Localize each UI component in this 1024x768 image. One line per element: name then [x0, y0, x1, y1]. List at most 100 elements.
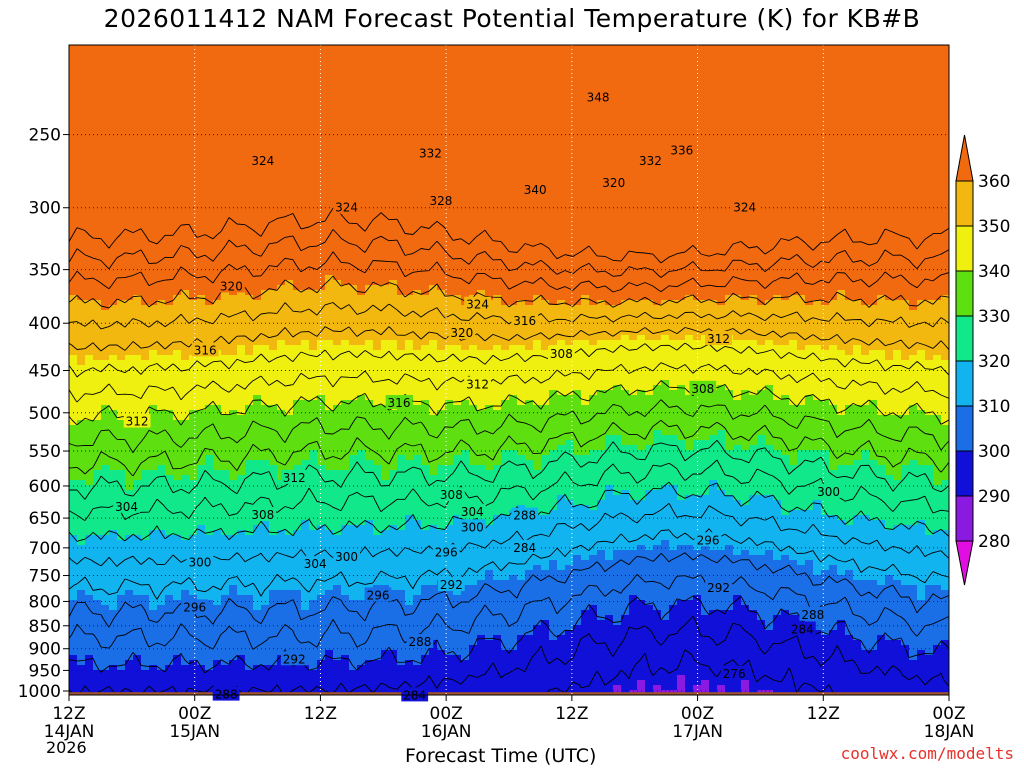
field-cell [101, 160, 110, 166]
field-cell [933, 50, 942, 56]
field-cell [213, 185, 222, 191]
field-cell [901, 120, 910, 126]
field-cell [445, 210, 454, 216]
field-cell [317, 150, 326, 156]
field-cell [445, 65, 454, 71]
field-cell [325, 195, 334, 201]
field-cell [773, 65, 782, 71]
field-cell [805, 235, 814, 241]
field-cell [133, 260, 142, 266]
field-cell [885, 50, 894, 56]
field-cell [629, 235, 638, 241]
field-cell [125, 85, 134, 91]
field-cell [581, 120, 590, 126]
field-cell [509, 165, 518, 171]
field-cell [173, 105, 182, 111]
field-cell [733, 55, 742, 61]
field-cell [253, 270, 262, 276]
field-cell [109, 45, 118, 51]
field-cell [789, 135, 798, 141]
field-cell [157, 175, 166, 181]
field-cell [141, 130, 150, 136]
field-cell [645, 210, 654, 216]
field-cell [565, 140, 574, 146]
field-cell [341, 170, 350, 176]
field-cell [933, 165, 942, 171]
field-cell [397, 120, 406, 126]
field-cell [133, 215, 142, 221]
field-cell [293, 250, 302, 256]
field-cell [285, 100, 294, 106]
field-cell [405, 210, 414, 216]
field-cell [901, 180, 910, 186]
field-cell [509, 220, 518, 226]
field-cell [405, 190, 414, 196]
field-cell [269, 235, 278, 241]
field-cell [221, 250, 230, 256]
field-cell [141, 55, 150, 61]
field-cell [325, 250, 334, 256]
field-cell [725, 180, 734, 186]
field-cell [741, 60, 750, 66]
field-cell [845, 65, 854, 71]
field-cell [437, 170, 446, 176]
field-cell [861, 180, 870, 186]
field-cell [861, 265, 870, 271]
field-cell [909, 85, 918, 91]
field-cell [133, 80, 142, 86]
field-cell [533, 200, 542, 206]
field-cell [349, 185, 358, 191]
field-cell [413, 165, 422, 171]
field-cell [405, 120, 414, 126]
field-cell [941, 170, 949, 176]
field-cell [653, 70, 662, 76]
field-cell [733, 265, 742, 271]
field-cell [197, 55, 206, 61]
field-cell [301, 80, 310, 86]
field-cell [333, 170, 342, 176]
field-cell [725, 235, 734, 241]
field-cell [309, 210, 318, 216]
field-cell [269, 150, 278, 156]
field-cell [573, 80, 582, 86]
field-cell [117, 215, 126, 221]
field-cell [549, 245, 558, 251]
field-cell [229, 145, 238, 151]
field-cell [781, 190, 790, 196]
field-cell [829, 160, 838, 166]
field-cell [469, 190, 478, 196]
field-cell [157, 180, 166, 186]
field-cell [701, 80, 710, 86]
field-cell [709, 260, 718, 266]
field-cell [141, 220, 150, 226]
field-cell [157, 125, 166, 131]
field-cell [93, 200, 102, 206]
field-cell [397, 200, 406, 206]
field-cell [365, 270, 374, 276]
field-cell [509, 210, 518, 216]
field-cell [821, 110, 830, 116]
field-cell [349, 220, 358, 226]
field-cell [229, 100, 238, 106]
field-cell [909, 165, 918, 171]
field-cell [117, 250, 126, 256]
field-cell [845, 150, 854, 156]
field-cell [557, 80, 566, 86]
field-cell [541, 175, 550, 181]
field-cell [157, 225, 166, 231]
field-cell [101, 85, 110, 91]
field-cell [517, 85, 526, 91]
field-cell [397, 165, 406, 171]
field-cell [357, 75, 366, 81]
field-cell [189, 260, 198, 266]
field-cell [181, 85, 190, 91]
field-cell [261, 245, 270, 251]
field-cell [749, 70, 758, 76]
field-cell [813, 160, 822, 166]
field-cell [277, 270, 286, 276]
field-cell [333, 110, 342, 116]
field-cell [629, 110, 638, 116]
field-cell [781, 65, 790, 71]
field-cell [117, 105, 126, 111]
field-cell [725, 170, 734, 176]
